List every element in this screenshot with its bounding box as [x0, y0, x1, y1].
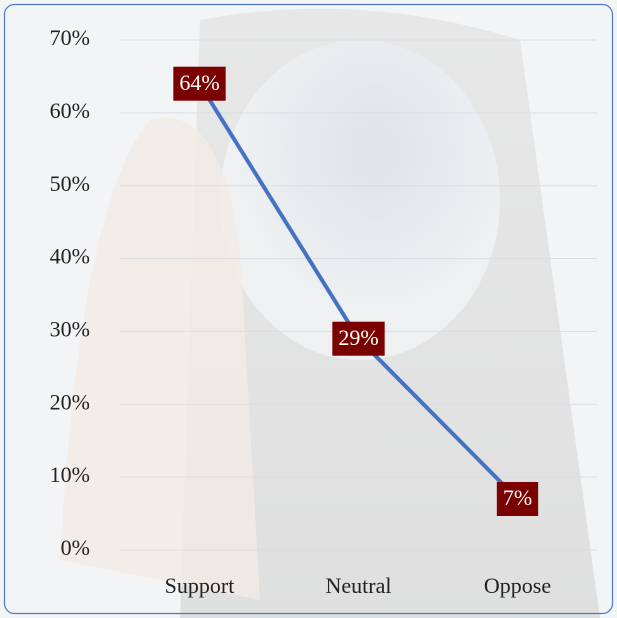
- x-tick-label: Neutral: [326, 573, 392, 598]
- y-tick-label: 60%: [50, 98, 90, 123]
- data-label-box: [173, 66, 226, 101]
- chart-border: [3, 3, 614, 615]
- background-face: [220, 40, 500, 360]
- data-label-box: [496, 482, 539, 516]
- y-tick-label: 40%: [50, 244, 90, 269]
- y-tick-label: 0%: [61, 535, 90, 560]
- y-tick-label: 30%: [50, 316, 90, 341]
- data-label: 29%: [338, 325, 378, 350]
- data-label: 64%: [179, 70, 219, 95]
- y-tick-label: 10%: [50, 462, 90, 487]
- y-tick-label: 20%: [50, 389, 90, 414]
- data-label: 7%: [503, 485, 532, 510]
- y-tick-label: 50%: [50, 171, 90, 196]
- y-tick-label: 70%: [50, 25, 90, 50]
- data-label-box: [332, 321, 385, 356]
- background-hand: [60, 117, 260, 600]
- x-tick-label: Support: [165, 573, 235, 598]
- x-tick-label: Oppose: [484, 573, 551, 598]
